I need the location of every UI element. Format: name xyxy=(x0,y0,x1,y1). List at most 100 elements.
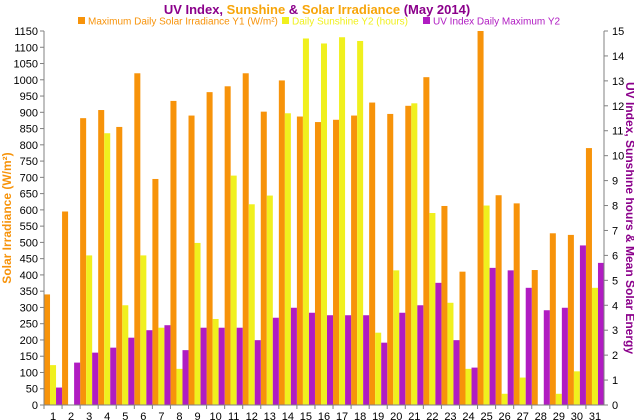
bar-0-22 xyxy=(423,77,430,406)
bar-1-18 xyxy=(357,40,364,405)
legend-swatch-1 xyxy=(282,17,289,24)
y-left-tick-label-1050: 1050 xyxy=(14,59,38,71)
x-tick-label-1: 1 xyxy=(50,411,56,420)
y-left-tick-label-950: 950 xyxy=(20,91,38,103)
bar-2-25 xyxy=(489,267,496,405)
y-right-tick-label-6: 6 xyxy=(612,250,618,262)
y-right-tick-label-0: 0 xyxy=(612,400,618,412)
bar-2-16 xyxy=(327,315,334,405)
x-tick-label-6: 6 xyxy=(140,411,146,420)
bar-1-19 xyxy=(375,332,382,405)
bar-0-16 xyxy=(314,122,321,405)
bar-0-25 xyxy=(477,31,484,405)
bar-0-26 xyxy=(495,195,502,405)
bar-1-12 xyxy=(248,204,255,405)
bar-0-24 xyxy=(459,271,466,405)
bar-1-10 xyxy=(212,318,219,405)
y-right-tick-label-14: 14 xyxy=(612,51,624,63)
chart-title-part-3: Solar Irradiance xyxy=(302,2,400,17)
x-tick-label-22: 22 xyxy=(426,411,438,420)
chart-title-part-1: Sunshine xyxy=(227,2,286,17)
chart-title-part-2: & xyxy=(285,2,302,17)
x-tick-label-9: 9 xyxy=(194,411,200,420)
bar-1-6 xyxy=(140,255,147,405)
x-tick-label-30: 30 xyxy=(571,411,583,420)
bar-2-11 xyxy=(236,327,243,405)
bar-0-13 xyxy=(260,111,267,406)
bar-1-30 xyxy=(573,371,580,405)
bar-1-16 xyxy=(320,43,328,405)
y-left-tick-label-500: 500 xyxy=(20,237,38,249)
bar-1-27 xyxy=(519,377,526,405)
x-tick-label-21: 21 xyxy=(408,411,420,420)
bar-2-29 xyxy=(561,307,568,405)
x-tick-label-15: 15 xyxy=(300,411,312,420)
bar-0-5 xyxy=(116,126,123,405)
x-tick-label-5: 5 xyxy=(122,411,128,420)
y-right-tick-label-5: 5 xyxy=(612,275,618,287)
bar-0-31 xyxy=(585,148,592,405)
chart-title-part-4: (May 2014) xyxy=(400,2,470,17)
y-left-tick-label-0: 0 xyxy=(32,400,38,412)
bar-0-21 xyxy=(405,105,412,406)
bar-0-15 xyxy=(296,116,303,405)
y-left-tick-label-550: 550 xyxy=(20,221,38,233)
series-0 xyxy=(44,31,592,406)
bar-0-1 xyxy=(44,294,51,405)
x-tick-label-26: 26 xyxy=(499,411,511,420)
y-right-tick-label-11: 11 xyxy=(612,126,623,138)
bar-1-25 xyxy=(483,205,490,405)
x-tick-label-8: 8 xyxy=(176,411,182,420)
y-left-tick-label-650: 650 xyxy=(20,189,38,201)
series-1 xyxy=(50,37,598,406)
y-left-tick-label-600: 600 xyxy=(20,205,38,217)
y-axis-left-title: Solar Irradiance (W/m²) xyxy=(0,152,14,283)
legend-item-1: Daily Sunshine Y2 (hours) xyxy=(282,17,408,28)
bar-1-1 xyxy=(50,365,57,405)
bar-2-10 xyxy=(218,327,225,405)
bar-0-29 xyxy=(549,233,556,405)
x-tick-label-16: 16 xyxy=(318,411,330,420)
x-tick-label-23: 23 xyxy=(444,411,456,420)
bar-1-29 xyxy=(555,393,562,405)
bar-1-23 xyxy=(447,302,454,405)
legend-label-2: UV Index Daily Maximum Y2 xyxy=(433,17,561,28)
bar-0-18 xyxy=(351,115,358,405)
x-tick-label-3: 3 xyxy=(86,411,92,420)
bar-1-13 xyxy=(266,195,273,405)
x-tick-label-29: 29 xyxy=(553,411,565,420)
bar-2-26 xyxy=(507,270,514,405)
x-tick-label-13: 13 xyxy=(264,411,276,420)
bar-0-10 xyxy=(206,92,213,405)
y-left-tick-label-700: 700 xyxy=(20,172,38,184)
y-right-tick-label-10: 10 xyxy=(612,151,624,163)
chart-title-part-0: UV Index, xyxy=(164,2,227,17)
bar-2-12 xyxy=(254,340,261,405)
bar-0-30 xyxy=(567,234,574,405)
bar-2-21 xyxy=(417,305,424,405)
legend-swatch-0 xyxy=(78,17,85,24)
y-right-tick-label-12: 12 xyxy=(612,101,624,113)
x-tick-label-19: 19 xyxy=(372,411,384,420)
y-left-tick-label-50: 50 xyxy=(26,384,38,396)
bar-1-20 xyxy=(393,270,400,405)
y-left-tick-label-800: 800 xyxy=(20,140,38,152)
bar-2-3 xyxy=(92,352,99,405)
y-left-tick-label-900: 900 xyxy=(20,107,38,119)
x-tick-label-31: 31 xyxy=(589,411,601,420)
bar-0-6 xyxy=(134,73,141,405)
y-left-tick-label-1150: 1150 xyxy=(14,26,38,38)
bar-2-8 xyxy=(182,350,189,405)
y-left-tick-label-400: 400 xyxy=(20,270,38,282)
y-left-tick-label-250: 250 xyxy=(20,319,38,331)
bar-2-27 xyxy=(525,287,532,405)
x-tick-label-11: 11 xyxy=(228,411,239,420)
bar-0-11 xyxy=(224,86,231,405)
y-left-tick-label-200: 200 xyxy=(20,335,38,347)
bar-2-1 xyxy=(56,387,63,405)
bar-2-20 xyxy=(399,312,406,405)
bar-2-2 xyxy=(74,362,81,405)
bar-0-14 xyxy=(278,80,285,406)
y-right-tick-label-4: 4 xyxy=(612,300,618,312)
